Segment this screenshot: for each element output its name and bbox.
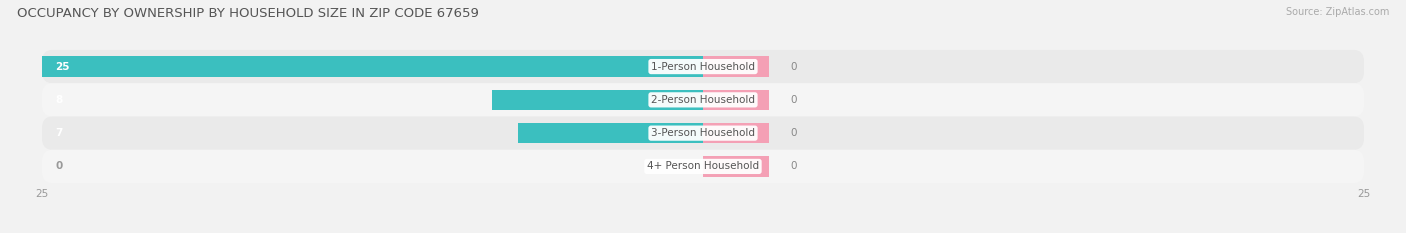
Text: 0: 0 xyxy=(790,128,797,138)
Text: OCCUPANCY BY OWNERSHIP BY HOUSEHOLD SIZE IN ZIP CODE 67659: OCCUPANCY BY OWNERSHIP BY HOUSEHOLD SIZE… xyxy=(17,7,479,20)
Bar xyxy=(492,89,703,110)
Text: Source: ZipAtlas.com: Source: ZipAtlas.com xyxy=(1285,7,1389,17)
Text: 0: 0 xyxy=(790,161,797,171)
Text: 25: 25 xyxy=(55,62,70,72)
Text: 7: 7 xyxy=(55,128,63,138)
Bar xyxy=(703,123,769,144)
FancyBboxPatch shape xyxy=(42,50,1364,83)
FancyBboxPatch shape xyxy=(42,83,1364,116)
Text: 2-Person Household: 2-Person Household xyxy=(651,95,755,105)
Text: 0: 0 xyxy=(790,95,797,105)
Text: 8: 8 xyxy=(55,95,63,105)
Bar xyxy=(517,123,703,144)
Text: 0: 0 xyxy=(790,62,797,72)
Bar xyxy=(703,89,769,110)
Bar xyxy=(703,56,769,77)
Text: 0: 0 xyxy=(55,161,63,171)
Text: 1-Person Household: 1-Person Household xyxy=(651,62,755,72)
Text: 4+ Person Household: 4+ Person Household xyxy=(647,161,759,171)
Bar xyxy=(703,156,769,177)
FancyBboxPatch shape xyxy=(42,150,1364,183)
Bar xyxy=(42,56,703,77)
FancyBboxPatch shape xyxy=(42,116,1364,150)
Text: 3-Person Household: 3-Person Household xyxy=(651,128,755,138)
